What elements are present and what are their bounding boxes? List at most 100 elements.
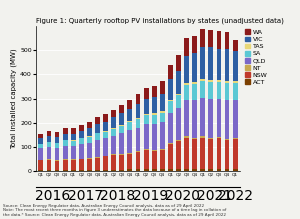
Bar (46, 160, 51, 170)
Bar (184, 138, 189, 169)
Bar (184, 100, 189, 136)
Bar (200, 136, 205, 138)
Bar (119, 125, 124, 133)
Bar (208, 138, 213, 139)
Bar (79, 131, 84, 138)
Bar (128, 109, 132, 121)
Bar (192, 82, 197, 84)
Bar (184, 83, 189, 85)
Bar (208, 169, 213, 171)
Bar (233, 169, 238, 171)
Bar (233, 40, 238, 51)
Bar (225, 81, 230, 83)
Bar (71, 134, 76, 140)
Bar (71, 128, 76, 134)
Bar (217, 82, 221, 99)
Bar (184, 85, 189, 100)
Bar (168, 101, 173, 113)
Bar (128, 121, 132, 122)
Bar (63, 140, 68, 146)
Bar (46, 142, 51, 147)
Bar (192, 169, 197, 171)
Bar (55, 148, 59, 161)
Bar (79, 138, 84, 144)
Bar (208, 82, 213, 99)
Bar (176, 108, 181, 140)
Bar (111, 128, 116, 129)
Bar (168, 169, 173, 171)
Bar (128, 154, 132, 169)
Bar (200, 29, 205, 47)
Bar (46, 159, 51, 160)
Bar (233, 138, 238, 139)
Bar (103, 138, 108, 156)
Bar (95, 124, 100, 133)
Bar (87, 136, 92, 137)
Bar (168, 144, 173, 169)
Bar (63, 128, 68, 134)
Bar (233, 83, 238, 99)
Bar (225, 32, 230, 49)
Bar (160, 122, 165, 149)
Bar (87, 158, 92, 159)
Bar (38, 161, 43, 170)
Bar (111, 170, 116, 171)
Bar (233, 81, 238, 83)
Bar (200, 98, 205, 136)
Bar (144, 99, 148, 114)
Bar (79, 159, 84, 170)
Bar (160, 113, 165, 122)
Bar (225, 140, 230, 169)
Bar (200, 169, 205, 171)
Text: Figure 1: Quarterly rooftop PV installations by states (unadjusted data): Figure 1: Quarterly rooftop PV installat… (36, 17, 284, 24)
Bar (160, 169, 165, 171)
Bar (176, 95, 181, 108)
Bar (152, 97, 157, 113)
Bar (184, 38, 189, 56)
Legend: WA, VIC, TAS, SA, QLD, NT, NSW, ACT: WA, VIC, TAS, SA, QLD, NT, NSW, ACT (245, 29, 267, 85)
Bar (208, 80, 213, 82)
Bar (136, 118, 140, 119)
Bar (152, 151, 157, 169)
Bar (152, 86, 157, 97)
Bar (87, 122, 92, 128)
Bar (87, 128, 92, 136)
Bar (95, 117, 100, 124)
Bar (152, 115, 157, 124)
Bar (192, 36, 197, 53)
Bar (152, 113, 157, 115)
Bar (208, 47, 213, 80)
Bar (144, 169, 148, 171)
Bar (184, 169, 189, 171)
Bar (136, 169, 140, 171)
Bar (208, 30, 213, 47)
Bar (217, 169, 221, 171)
Text: Source: Clean Energy Regulator data, Australian Energy Council analysis, data as: Source: Clean Energy Regulator data, Aus… (3, 204, 226, 217)
Bar (103, 132, 108, 138)
Bar (95, 134, 100, 140)
Bar (103, 156, 108, 170)
Bar (71, 141, 76, 146)
Bar (144, 150, 148, 169)
Bar (111, 155, 116, 170)
Bar (71, 170, 76, 171)
Bar (128, 130, 132, 153)
Bar (152, 124, 157, 150)
Bar (225, 100, 230, 139)
Bar (136, 94, 140, 104)
Bar (63, 134, 68, 140)
Bar (168, 65, 173, 79)
Bar (79, 125, 84, 131)
Bar (103, 131, 108, 132)
Bar (160, 111, 165, 113)
Bar (233, 99, 238, 138)
Bar (168, 143, 173, 144)
Bar (71, 146, 76, 159)
Bar (38, 148, 43, 160)
Bar (217, 49, 221, 80)
Bar (87, 159, 92, 170)
Bar (176, 71, 181, 94)
Bar (176, 94, 181, 95)
Bar (128, 99, 132, 109)
Bar (103, 115, 108, 122)
